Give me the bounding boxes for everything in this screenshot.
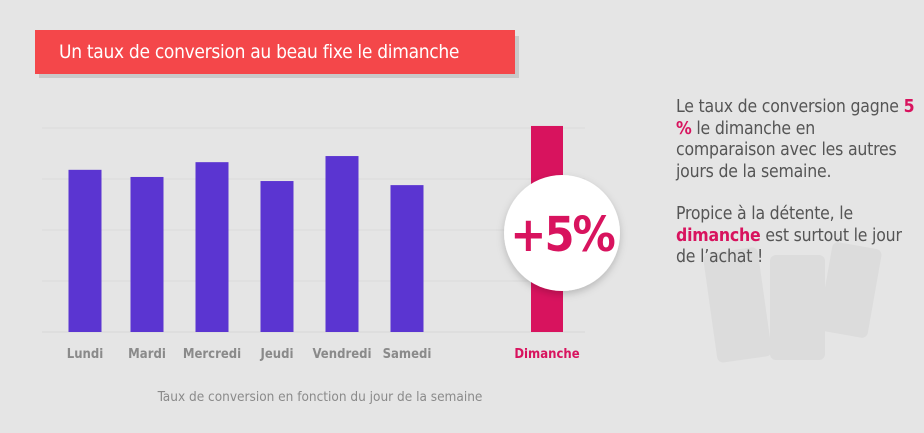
tick-label-jeudi: Jeudi xyxy=(260,347,294,362)
highlight-label: +5% xyxy=(510,207,614,263)
bar-lundi xyxy=(68,169,102,332)
bar-chart: Lundi Mardi Mercredi Jeudi Vendredi Samedi Dim… xyxy=(42,125,620,362)
side-paragraph-2: Propice à la détente, le dimanche est su… xyxy=(676,204,916,269)
text: est surtout le jour de l’achat ! xyxy=(676,225,902,268)
bar-samedi xyxy=(390,185,424,332)
chart-title: Un taux de conversion au beau fixe le di… xyxy=(35,30,515,74)
bar-mercredi xyxy=(195,162,229,332)
highlight-dimanche: dimanche xyxy=(676,225,761,246)
tick-label-mercredi: Mercredi xyxy=(183,347,241,362)
side-paragraph-1: Le taux de conversion gagne 5 % le diman… xyxy=(676,97,916,183)
text: Propice à la détente, le xyxy=(676,204,853,224)
text: le dimanche en comparaison avec les autr… xyxy=(676,118,897,182)
highlight-badge xyxy=(504,175,620,291)
tick-label-dimanche: Dimanche xyxy=(514,347,579,362)
tick-label-lundi: Lundi xyxy=(67,347,104,362)
highlight-5-percent: 5 % xyxy=(676,97,915,139)
bar-mardi xyxy=(130,176,164,332)
bar-jeudi xyxy=(260,181,294,332)
tick-label-mardi: Mardi xyxy=(128,347,166,362)
tick-label-vendredi: Vendredi xyxy=(312,347,371,362)
text: Le taux de conversion gagne xyxy=(676,97,904,117)
tick-label-samedi: Samedi xyxy=(383,347,432,362)
x-axis-label: Taux de conversion en fonction du jour d… xyxy=(157,389,483,405)
price-tags-icon xyxy=(703,242,882,363)
bar-vendredi xyxy=(325,156,359,332)
side-text: Le taux de conversion gagne 5 % le diman… xyxy=(676,97,916,290)
